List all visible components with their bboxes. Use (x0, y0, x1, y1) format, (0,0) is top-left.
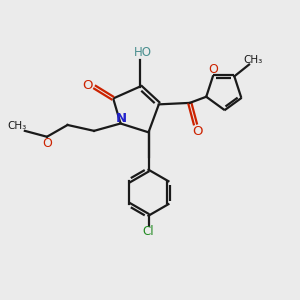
Text: O: O (82, 79, 93, 92)
Text: HO: HO (134, 46, 152, 59)
Text: CH₃: CH₃ (243, 55, 262, 65)
Text: O: O (42, 137, 52, 150)
Text: Cl: Cl (143, 225, 154, 238)
Text: O: O (192, 125, 202, 138)
Text: O: O (208, 63, 218, 76)
Text: CH₃: CH₃ (7, 121, 26, 130)
Text: N: N (116, 112, 127, 125)
